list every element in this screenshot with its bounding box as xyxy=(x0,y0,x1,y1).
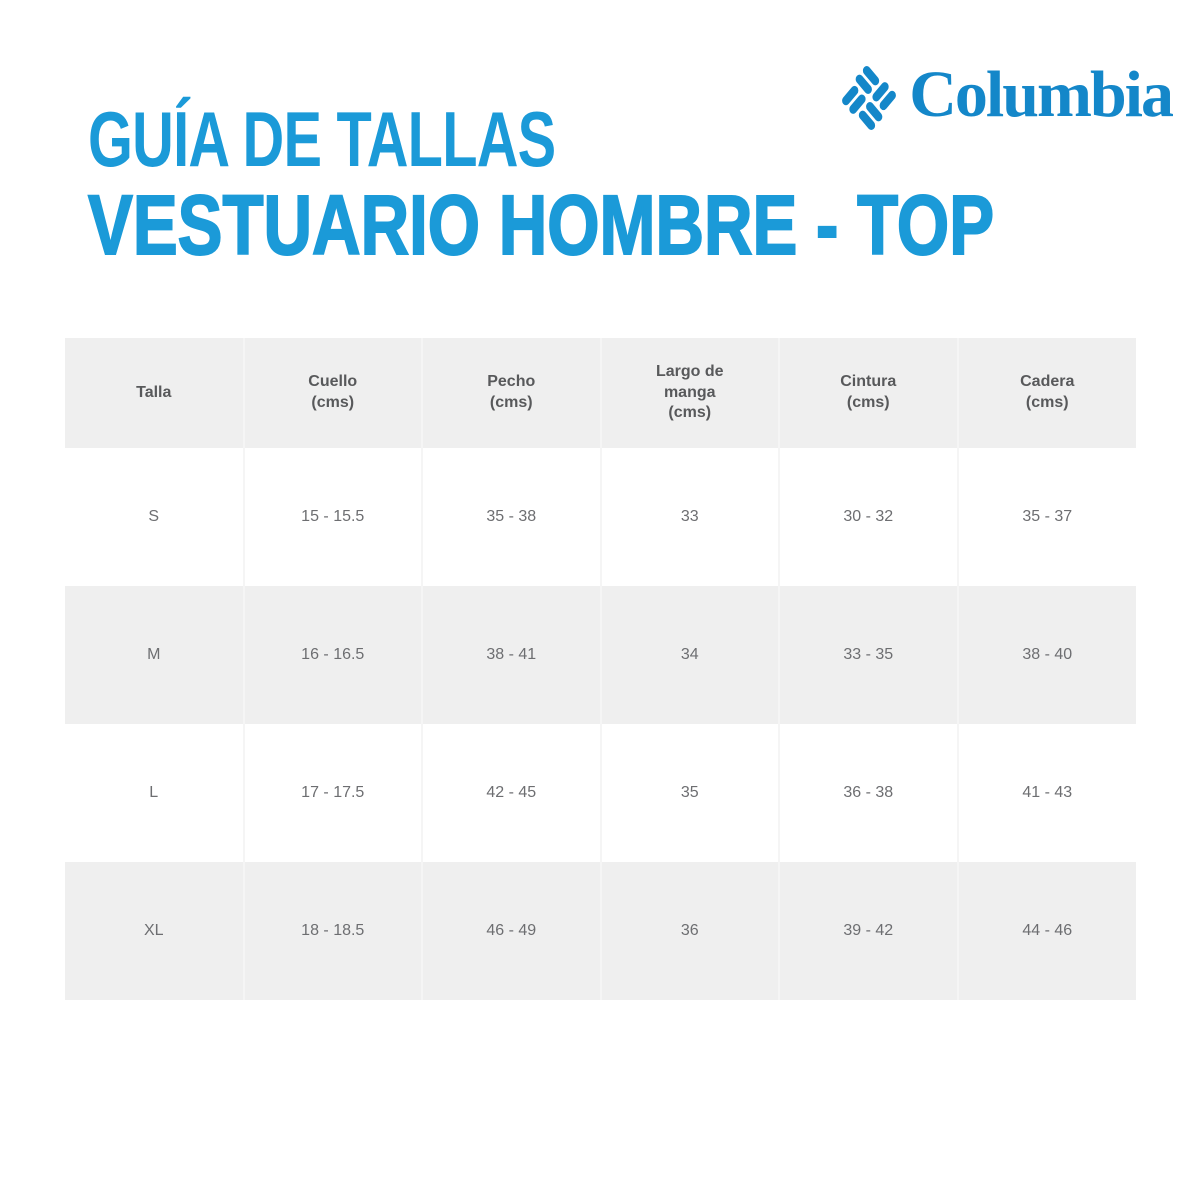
measurement-cell: 38 - 40 xyxy=(956,586,1136,724)
measurement-cell: 35 - 37 xyxy=(956,448,1136,586)
measurement-cell: 44 - 46 xyxy=(956,862,1136,1000)
page-title: GUÍA DE TALLAS xyxy=(88,95,556,183)
measurement-cell: 46 - 49 xyxy=(421,862,601,1000)
column-header-cintura: Cintura (cms) xyxy=(778,338,958,448)
brand-logo: Columbia xyxy=(837,56,1174,136)
measurement-cell: 33 xyxy=(599,448,779,586)
measurement-cell: 33 - 35 xyxy=(778,586,958,724)
table-header-row: Talla Cuello (cms) Pecho (cms) Largo de manga… xyxy=(65,338,1136,448)
size-row-m: M 16 - 16.5 38 - 41 34 33 - 35 38 - 40 xyxy=(65,586,1136,724)
measurement-cell: 39 - 42 xyxy=(778,862,958,1000)
size-row-s: S 15 - 15.5 35 - 38 33 30 - 32 35 - 37 xyxy=(65,448,1136,586)
measurement-cell: 15 - 15.5 xyxy=(242,448,422,586)
measurement-cell: 16 - 16.5 xyxy=(242,586,422,724)
size-row-xl: XL 18 - 18.5 46 - 49 36 39 - 42 44 - 46 xyxy=(65,862,1136,1000)
columbia-diamond-icon xyxy=(842,66,897,130)
column-header-pecho: Pecho (cms) xyxy=(421,338,601,448)
column-header-talla: Talla xyxy=(65,338,244,448)
measurement-cell: 34 xyxy=(599,586,779,724)
column-header-cadera: Cadera (cms) xyxy=(956,338,1136,448)
measurement-cell: 41 - 43 xyxy=(956,724,1136,862)
measurement-cell: 42 - 45 xyxy=(421,724,601,862)
measurement-cell: 35 - 38 xyxy=(421,448,601,586)
measurement-cell: 36 - 38 xyxy=(778,724,958,862)
measurement-cell: 36 xyxy=(599,862,779,1000)
column-header-cuello: Cuello (cms) xyxy=(242,338,422,448)
size-table: Talla Cuello (cms) Pecho (cms) Largo de manga… xyxy=(65,338,1136,1000)
size-label-cell: L xyxy=(65,724,244,862)
brand-wordmark: Columbia xyxy=(909,58,1174,131)
size-label-cell: M xyxy=(65,586,244,724)
measurement-cell: 18 - 18.5 xyxy=(242,862,422,1000)
measurement-cell: 35 xyxy=(599,724,779,862)
measurement-cell: 38 - 41 xyxy=(421,586,601,724)
measurement-cell: 30 - 32 xyxy=(778,448,958,586)
size-label-cell: S xyxy=(65,448,244,586)
page-subtitle: VESTUARIO HOMBRE - TOP xyxy=(87,178,995,272)
size-label-cell: XL xyxy=(65,862,244,1000)
size-row-l: L 17 - 17.5 42 - 45 35 36 - 38 41 - 43 xyxy=(65,724,1136,862)
measurement-cell: 17 - 17.5 xyxy=(242,724,422,862)
column-header-largo-de-manga: Largo de manga (cms) xyxy=(599,338,779,448)
